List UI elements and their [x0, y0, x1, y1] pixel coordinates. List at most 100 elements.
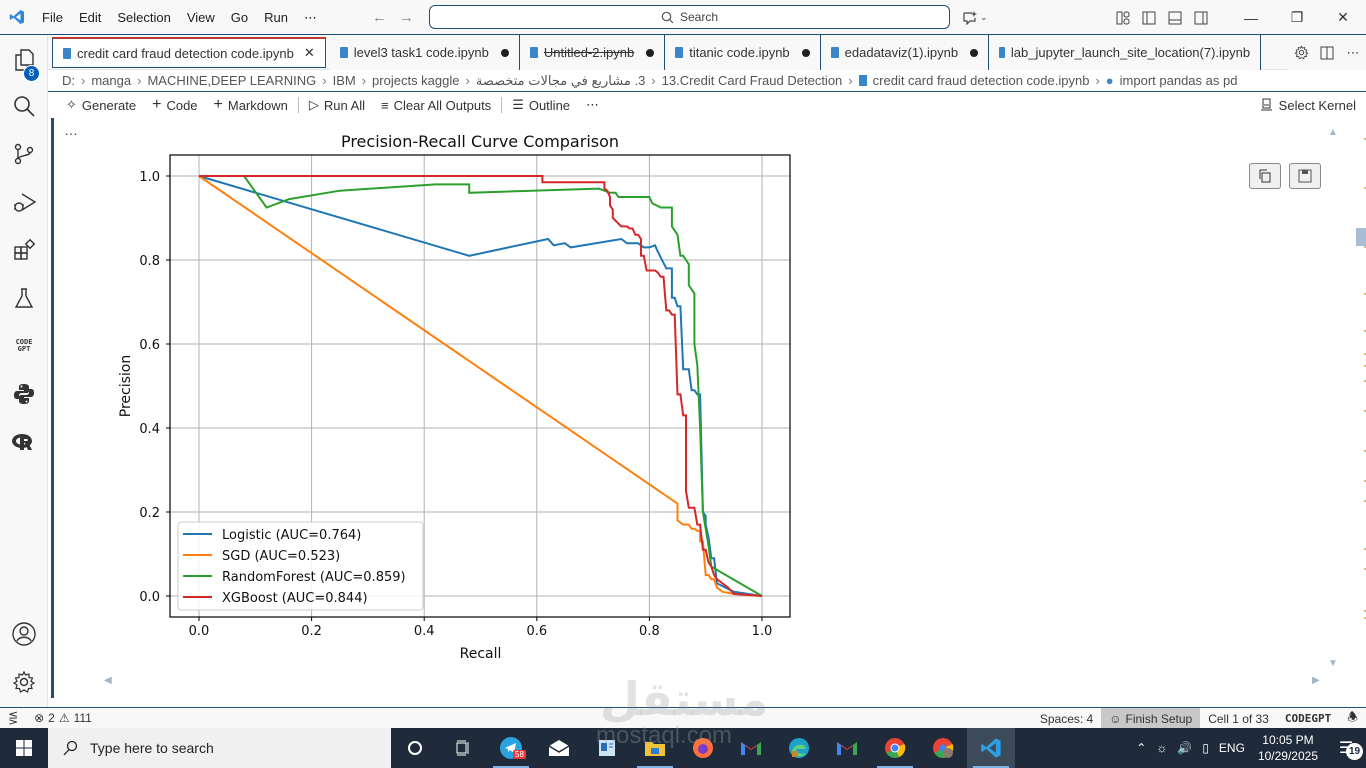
menu-view[interactable]: View — [186, 9, 215, 25]
start-button[interactable] — [0, 728, 48, 768]
breadcrumb-item[interactable]: IBM — [332, 73, 356, 88]
taskbar-mail[interactable] — [535, 728, 583, 768]
action-center-button[interactable]: ☰ 19 — [1326, 728, 1366, 768]
activity-manage[interactable] — [0, 662, 48, 702]
activity-r[interactable] — [0, 422, 48, 462]
taskbar-file-explorer[interactable] — [631, 728, 679, 768]
toolbar-more-button[interactable]: ⋯ — [586, 97, 600, 112]
overview-ruler[interactable] — [1356, 120, 1366, 710]
command-center-search[interactable]: Search — [429, 5, 950, 29]
clear-all-outputs-button[interactable]: ≡ Clear All Outputs — [373, 98, 499, 113]
save-output-button[interactable] — [1289, 163, 1321, 189]
scroll-left-arrow-icon[interactable]: ◀ — [104, 675, 112, 686]
tab-titanic[interactable]: titanic code.ipynb — [665, 35, 821, 70]
copilot-chat-button[interactable]: ⌄ — [962, 0, 988, 35]
scroll-down-arrow-icon[interactable]: ▼ — [1328, 658, 1338, 669]
taskbar-vscode[interactable] — [967, 728, 1015, 768]
task-view-button[interactable] — [439, 728, 487, 768]
taskbar-gmail-2[interactable] — [823, 728, 871, 768]
activity-python[interactable] — [0, 374, 48, 414]
taskbar-telegram[interactable]: 58 — [487, 728, 535, 768]
back-arrow-icon[interactable]: ← — [372, 9, 387, 26]
cell-collapsed-ellipsis[interactable]: … — [64, 122, 78, 138]
wifi-icon[interactable]: ☼ — [1156, 741, 1168, 755]
taskbar-chrome-profile[interactable] — [919, 728, 967, 768]
close-window-button[interactable]: ✕ — [1320, 0, 1366, 35]
close-tab-icon[interactable]: ✕ — [303, 45, 315, 60]
breadcrumb-item[interactable]: projects kaggle — [372, 73, 460, 88]
taskbar-gmail-1[interactable] — [727, 728, 775, 768]
menu-go[interactable]: Go — [230, 9, 249, 25]
menu-edit[interactable]: Edit — [78, 9, 102, 25]
breadcrumb-item[interactable]: manga — [91, 73, 132, 88]
minimize-button[interactable]: — — [1228, 0, 1274, 35]
legend-entry: XGBoost (AUC=0.844) — [222, 591, 368, 606]
breadcrumb-item[interactable]: MACHINE,DEEP LEARNING — [147, 73, 317, 88]
indentation-indicator[interactable]: Spaces: 4 — [1039, 711, 1094, 726]
forward-arrow-icon[interactable]: → — [399, 9, 414, 26]
cortana-button[interactable] — [391, 728, 439, 768]
tab-level3-task1[interactable]: level3 task1 code.ipynb — [329, 35, 520, 70]
overview-ruler-thumb[interactable] — [1356, 228, 1366, 246]
finish-setup-button[interactable]: ☺ Finish Setup — [1101, 708, 1201, 729]
add-markdown-cell-button[interactable]: + Markdown — [206, 96, 296, 114]
codegpt-status[interactable]: CODEGPT — [1284, 712, 1332, 725]
tab-lab-jupyter[interactable]: lab_jupyter_launch_site_location(7).ipyn… — [989, 35, 1262, 70]
cell-position-indicator[interactable]: Cell 1 of 33 — [1208, 711, 1269, 726]
tab-edadataviz[interactable]: edadataviz(1).ipynb — [820, 35, 990, 70]
tab-untitled-2[interactable]: Untitled-2.ipynb — [519, 35, 666, 70]
activity-search[interactable] — [0, 86, 48, 126]
breadcrumb-item[interactable]: credit card fraud detection code.ipynb — [872, 73, 1090, 88]
taskbar-chrome[interactable] — [871, 728, 919, 768]
menu-more[interactable]: ⋯ — [304, 9, 317, 25]
taskbar-firefox[interactable] — [679, 728, 727, 768]
copilot-icon: ☺ — [1109, 711, 1122, 726]
volume-icon[interactable]: 🔊 — [1177, 741, 1193, 755]
breadcrumb-item[interactable]: 3. مشاريع في مجالات متخصصة — [475, 72, 646, 88]
copy-output-button[interactable] — [1249, 163, 1281, 189]
clock[interactable]: 10:05 PM 10/29/2025 — [1250, 732, 1326, 764]
menu-run[interactable]: Run — [264, 9, 288, 25]
menu-file[interactable]: File — [42, 9, 63, 25]
language-indicator[interactable]: ENG — [1218, 741, 1245, 755]
more-actions-icon[interactable]: ⋯ — [1346, 44, 1360, 60]
taskbar-edge[interactable] — [775, 728, 823, 768]
gmail-icon — [741, 742, 761, 755]
scroll-right-arrow-icon[interactable]: ▶ — [1312, 675, 1320, 686]
notifications-bell[interactable]: 🕭 — [1339, 708, 1366, 729]
menu-selection[interactable]: Selection — [117, 9, 171, 25]
add-code-cell-button[interactable]: + Code — [144, 96, 205, 114]
toggle-panel-icon[interactable] — [1162, 0, 1188, 35]
battery-icon[interactable]: ▯ — [1202, 741, 1209, 755]
activity-explorer[interactable]: 8 — [0, 40, 48, 82]
activity-codegpt[interactable]: CODE GPT — [0, 326, 48, 366]
tab-credit-card-fraud[interactable]: credit card fraud detection code.ipynb ✕ — [52, 37, 326, 68]
restore-button[interactable]: ❐ — [1274, 0, 1320, 35]
series-line — [198, 175, 763, 597]
generate-button[interactable]: ✧ Generate — [58, 97, 144, 113]
tab-label: lab_jupyter_launch_site_location(7).ipyn… — [1010, 45, 1251, 60]
activity-extensions[interactable] — [0, 230, 48, 270]
notebook-file-icon — [675, 47, 684, 58]
activity-testing[interactable] — [0, 278, 48, 318]
show-hidden-icons-chevron[interactable]: ⌃ — [1136, 741, 1147, 755]
breadcrumb-item[interactable]: D: — [62, 73, 75, 88]
taskbar-search[interactable]: Type here to search — [48, 728, 391, 768]
customize-layout-icon[interactable] — [1110, 0, 1136, 35]
split-editor-icon[interactable] — [1314, 35, 1340, 70]
toggle-primary-sidebar-icon[interactable] — [1136, 0, 1162, 35]
run-all-button[interactable]: ▷ Run All — [301, 97, 373, 113]
activity-run-debug[interactable] — [0, 182, 48, 222]
outline-button[interactable]: ☰ Outline — [504, 97, 578, 113]
breadcrumb-item[interactable]: 13.Credit Card Fraud Detection — [661, 73, 843, 88]
scroll-up-arrow-icon[interactable]: ▲ — [1328, 127, 1338, 138]
problems-indicator[interactable]: ⊗ 2 ⚠ 111 — [26, 708, 100, 729]
select-kernel-button[interactable]: Select Kernel — [1260, 93, 1356, 117]
taskbar-news[interactable] — [583, 728, 631, 768]
activity-accounts[interactable] — [0, 614, 48, 654]
remote-indicator[interactable]: ⋚ — [0, 708, 26, 729]
toggle-secondary-sidebar-icon[interactable] — [1188, 0, 1214, 35]
settings-gear-icon[interactable] — [1288, 35, 1314, 70]
activity-source-control[interactable] — [0, 134, 48, 174]
breadcrumb-item[interactable]: import pandas as pd — [1119, 73, 1238, 88]
